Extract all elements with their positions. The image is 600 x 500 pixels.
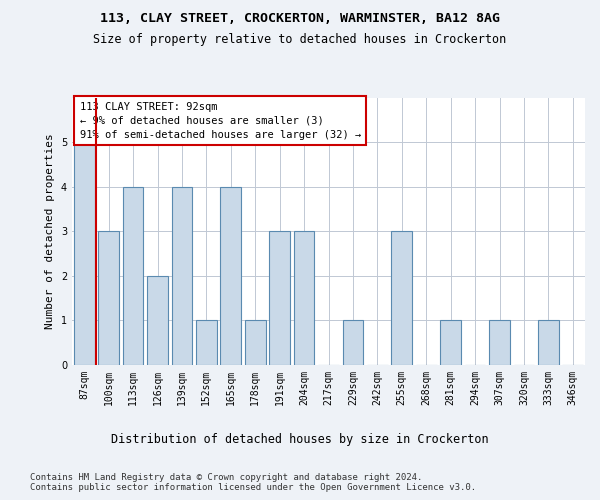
Bar [147,276,168,365]
Bar [74,142,95,365]
Text: 113 CLAY STREET: 92sqm
← 9% of detached houses are smaller (3)
91% of semi-detac: 113 CLAY STREET: 92sqm ← 9% of detached … [80,102,361,140]
Bar [343,320,364,365]
Bar [391,231,412,365]
Bar [196,320,217,365]
Bar [538,320,559,365]
Bar [489,320,510,365]
Bar [98,231,119,365]
Bar [122,186,143,365]
Y-axis label: Number of detached properties: Number of detached properties [46,134,55,329]
Bar [269,231,290,365]
Bar [245,320,266,365]
Text: Size of property relative to detached houses in Crockerton: Size of property relative to detached ho… [94,32,506,46]
Text: Distribution of detached houses by size in Crockerton: Distribution of detached houses by size … [111,432,489,446]
Bar [172,186,193,365]
Bar [220,186,241,365]
Bar [440,320,461,365]
Text: 113, CLAY STREET, CROCKERTON, WARMINSTER, BA12 8AG: 113, CLAY STREET, CROCKERTON, WARMINSTER… [100,12,500,26]
Bar [293,231,314,365]
Text: Contains HM Land Registry data © Crown copyright and database right 2024.
Contai: Contains HM Land Registry data © Crown c… [30,472,476,492]
